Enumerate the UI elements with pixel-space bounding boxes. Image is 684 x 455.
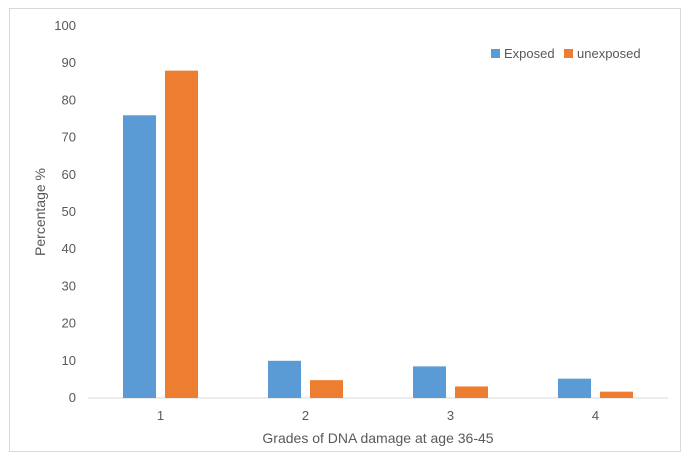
legend: Exposed unexposed [491, 46, 641, 61]
bars [123, 70, 633, 398]
y-axis-title: Percentage % [32, 168, 48, 256]
bar-exposed-2 [268, 360, 301, 398]
y-tick-label: 20 [62, 316, 76, 331]
x-tick-label: 1 [157, 408, 164, 423]
x-tick-label: 4 [592, 408, 599, 423]
bar-unexposed-1 [165, 70, 198, 398]
y-axis-ticks: 0 10 20 30 40 50 60 70 80 90 100 [54, 18, 76, 405]
bar-exposed-1 [123, 115, 156, 398]
x-axis-title: Grades of DNA damage at age 36-45 [262, 430, 493, 446]
bar-exposed-3 [413, 366, 446, 398]
legend-label-exposed: Exposed [504, 46, 555, 61]
y-tick-label: 10 [62, 353, 76, 368]
x-tick-label: 3 [447, 408, 454, 423]
x-axis-ticks: 1 2 3 4 [157, 408, 599, 423]
y-tick-label: 40 [62, 241, 76, 256]
bar-unexposed-4 [600, 391, 633, 398]
legend-swatch-exposed [491, 49, 500, 58]
bar-unexposed-3 [455, 386, 488, 398]
legend-swatch-unexposed [564, 49, 573, 58]
chart-frame [9, 8, 681, 452]
x-tick-label: 2 [302, 408, 309, 423]
y-tick-label: 0 [69, 390, 76, 405]
bar-exposed-4 [558, 378, 591, 398]
y-tick-label: 70 [62, 130, 76, 145]
y-tick-label: 50 [62, 204, 76, 219]
y-tick-label: 100 [54, 18, 76, 33]
y-tick-label: 90 [62, 55, 76, 70]
bar-unexposed-2 [310, 380, 343, 398]
y-tick-label: 30 [62, 278, 76, 293]
y-tick-label: 60 [62, 167, 76, 182]
y-tick-label: 80 [62, 92, 76, 107]
legend-label-unexposed: unexposed [577, 46, 641, 61]
